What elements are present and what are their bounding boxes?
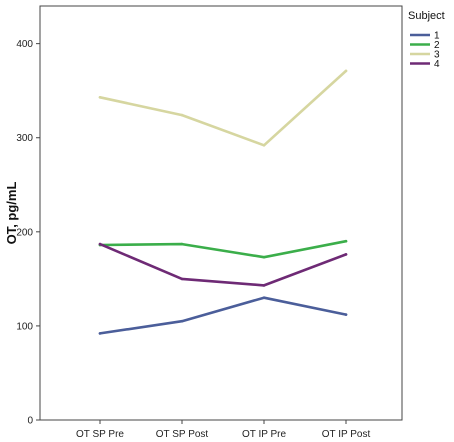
data-point [262,144,266,147]
series-line-subject-4 [98,242,348,287]
data-point [262,296,266,300]
y-axis-title: OT, pg/mL [4,182,19,245]
legend-title: Subject [408,10,445,22]
x-tick-label: OT IP Post [322,429,371,440]
data-point [344,69,348,73]
legend-label-subject-3: 3 [434,50,440,61]
data-point [344,239,348,243]
series-line-subject-1 [98,296,348,335]
y-tick-label: 0 [27,416,33,427]
data-point [344,253,348,256]
y-tick-label: 400 [16,39,33,50]
x-tick-label: OT SP Post [156,429,209,440]
data-point [98,242,102,246]
data-point [262,255,266,259]
legend-label-subject-2: 2 [434,40,440,51]
data-point [344,313,348,316]
x-tick-label: OT IP Pre [242,429,287,440]
data-point [98,332,102,335]
series-line-subject-3 [98,69,348,147]
y-tick-label: 200 [16,227,33,238]
data-point [98,96,102,99]
plot-frame [39,5,403,421]
y-tick-label: 300 [16,133,33,144]
series-lines [98,69,348,335]
data-point [262,284,266,287]
legend-label-subject-4: 4 [434,59,440,70]
data-point [180,319,184,323]
y-axis: 0 100 200 300 400 [16,39,40,427]
data-point [180,277,184,281]
x-tick-label: OT SP Pre [76,429,124,440]
data-point [180,113,184,117]
y-tick-label: 100 [16,321,33,332]
series-line-subject-2 [98,239,348,259]
data-point [180,242,184,246]
legend-label-subject-1: 1 [434,31,440,42]
x-axis: OT SP Pre OT SP Post OT IP Pre OT IP Post [76,420,370,440]
